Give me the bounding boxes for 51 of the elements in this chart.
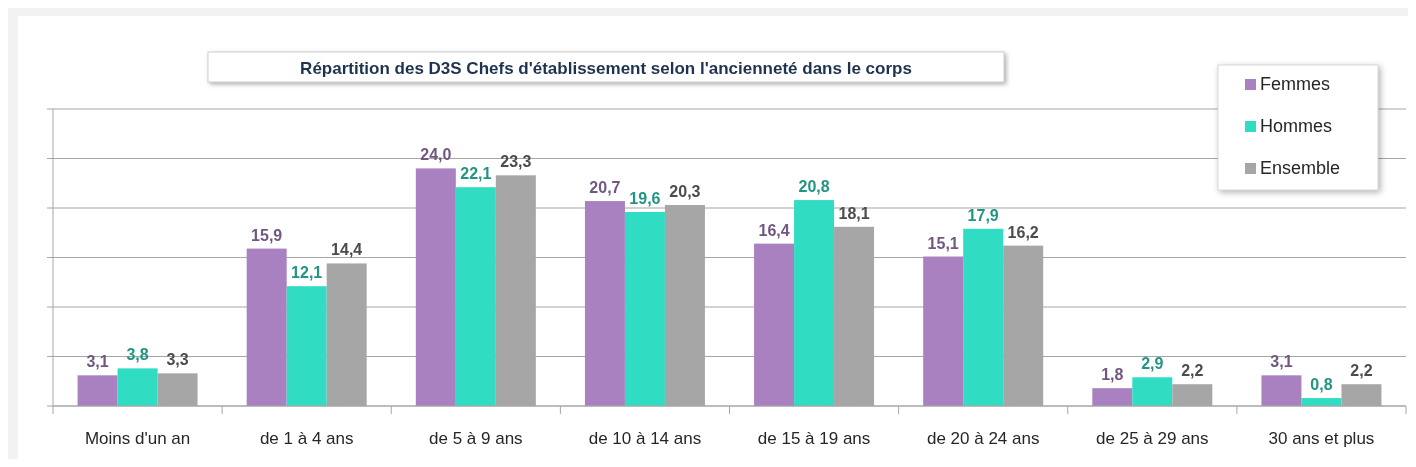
data-label: 1,8 <box>1101 366 1124 384</box>
data-label: 24,0 <box>420 146 452 164</box>
data-label: 22,1 <box>460 165 492 183</box>
bar <box>117 368 158 406</box>
data-label: 12,1 <box>291 264 323 282</box>
bar <box>584 201 625 406</box>
data-label: 3,1 <box>1270 353 1293 371</box>
data-label: 20,8 <box>798 178 830 196</box>
data-label: 15,9 <box>251 226 283 244</box>
bar <box>1132 377 1173 406</box>
bar <box>624 211 665 406</box>
data-label: 20,3 <box>669 183 701 201</box>
bar <box>794 200 835 406</box>
bar <box>77 375 118 406</box>
data-label: 14,4 <box>331 241 363 259</box>
data-label: 2,9 <box>1141 355 1164 373</box>
x-tick-label: Moins d'un an <box>84 429 191 448</box>
x-tick-label: de 20 à 24 ans <box>926 429 1040 448</box>
data-label: 2,2 <box>1350 362 1373 380</box>
legend-label: Femmes <box>1260 74 1331 94</box>
x-tick-label: 30 ans et plus <box>1268 429 1375 448</box>
data-label: 15,1 <box>927 234 959 252</box>
x-tick-label: de 5 à 9 ans <box>429 429 523 448</box>
x-tick-label: de 10 à 14 ans <box>588 429 702 448</box>
bar <box>1261 375 1302 406</box>
data-label: 17,9 <box>967 206 999 224</box>
legend-label: Ensemble <box>1260 158 1341 178</box>
bar <box>1092 388 1133 406</box>
bar <box>246 248 287 406</box>
data-label: 18,1 <box>838 204 870 222</box>
x-tick-label: de 1 à 4 ans <box>259 429 354 448</box>
bar <box>923 256 964 406</box>
bar <box>963 228 1004 406</box>
bar <box>754 243 795 406</box>
bar <box>286 286 327 406</box>
data-label: 16,2 <box>1007 223 1039 241</box>
data-label: 3,3 <box>166 351 189 369</box>
x-tick-label: de 25 à 29 ans <box>1096 429 1209 448</box>
data-label: 16,4 <box>758 221 790 239</box>
data-label: 19,6 <box>629 189 661 207</box>
data-label: 20,7 <box>589 179 621 197</box>
legend-label: Hommes <box>1260 116 1333 136</box>
chart-title: Répartition des D3S Chefs d'établissement selon l'ancienneté dans le corps <box>300 59 912 78</box>
bar <box>455 187 496 406</box>
data-label: 3,8 <box>126 346 149 364</box>
bar <box>415 168 456 406</box>
data-label: 0,8 <box>1310 376 1333 394</box>
x-tick-label: de 15 à 19 ans <box>757 429 871 448</box>
data-label: 3,1 <box>86 353 109 371</box>
data-label: 2,2 <box>1181 362 1204 380</box>
data-label: 23,3 <box>500 153 532 171</box>
